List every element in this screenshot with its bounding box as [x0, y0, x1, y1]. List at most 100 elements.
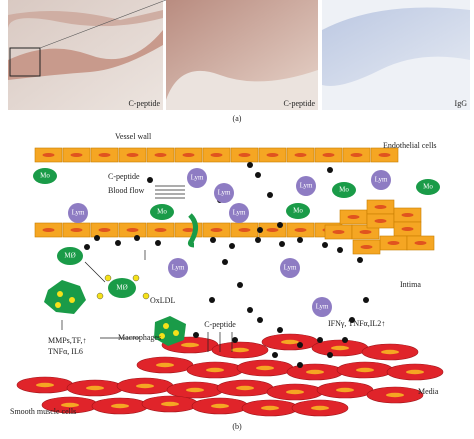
nucleus — [238, 228, 251, 232]
oxldl — [132, 274, 140, 282]
nucleus — [98, 228, 111, 232]
c-peptide-dot — [210, 237, 216, 243]
lymphocyte-label: Lym — [72, 209, 85, 217]
nucleus — [126, 228, 139, 232]
nucleus — [281, 339, 299, 345]
monocyte — [332, 182, 356, 198]
macrophage — [108, 278, 136, 298]
c-peptide-dot — [147, 177, 153, 183]
image-label: C-peptide — [128, 99, 160, 108]
nucleus — [378, 153, 391, 157]
c-peptide-dot — [272, 352, 278, 358]
lymphocyte — [229, 203, 249, 223]
lymphocyte-label: Lym — [191, 174, 204, 182]
nucleus — [36, 382, 54, 388]
c-peptide-dot — [209, 297, 215, 303]
label: Intima — [400, 280, 421, 289]
nucleus — [210, 228, 223, 232]
nucleus — [387, 241, 400, 245]
lymphocyte-label: Lym — [284, 264, 297, 272]
caption: (a) — [233, 114, 242, 123]
oxldl — [104, 274, 112, 282]
monocyte-label: Mo — [157, 208, 167, 216]
lipid — [173, 330, 179, 336]
lymphocyte — [312, 297, 332, 317]
nucleus — [401, 227, 414, 231]
monocyte-label: Mo — [423, 183, 433, 191]
lymphocyte — [187, 168, 207, 188]
label: MMPs,TF,↑ — [48, 336, 86, 345]
nucleus — [266, 153, 279, 157]
oxldl — [142, 292, 150, 300]
diagram: Vessel wall Endothelial cells C-peptide Blo… — [10, 132, 444, 417]
monocyte-label: Mo — [339, 186, 349, 194]
c-peptide-dot — [134, 235, 140, 241]
c-peptide-dot — [247, 307, 253, 313]
nucleus — [182, 153, 195, 157]
c-peptide-dot — [277, 222, 283, 228]
label: Blood flow — [108, 186, 144, 195]
lymphocyte — [371, 170, 391, 190]
label: C-peptide — [108, 172, 140, 181]
c-peptide-dot — [337, 247, 343, 253]
nucleus — [154, 228, 167, 232]
nucleus — [266, 228, 279, 232]
nucleus — [206, 367, 224, 373]
nucleus — [181, 342, 199, 348]
lymphocyte-label: Lym — [375, 176, 388, 184]
c-peptide-dot — [277, 327, 283, 333]
nucleus — [156, 362, 174, 368]
c-peptide-dot — [94, 235, 100, 241]
nucleus — [210, 153, 223, 157]
nucleus — [182, 228, 195, 232]
c-peptide-dot — [193, 332, 199, 338]
nucleus — [236, 385, 254, 391]
c-peptide-dot — [84, 244, 90, 250]
c-peptide-dot — [115, 240, 121, 246]
nucleus — [360, 245, 373, 249]
lipid — [55, 302, 61, 308]
nucleus — [294, 228, 307, 232]
monocyte — [33, 168, 57, 184]
micrograph-1: C-peptide — [8, 0, 167, 110]
c-peptide-dot — [327, 167, 333, 173]
nucleus — [306, 369, 324, 375]
c-peptide-dot — [257, 317, 263, 323]
nucleus — [350, 153, 363, 157]
nucleus — [286, 389, 304, 395]
macrophage-label: MØ — [64, 252, 75, 260]
nucleus — [322, 153, 335, 157]
nucleus — [386, 392, 404, 398]
label: IFNγ, TNFα,IL2↑ — [328, 319, 385, 328]
c-peptide-dot — [317, 337, 323, 343]
c-peptide-dot — [257, 227, 263, 233]
c-peptide-dot — [297, 362, 303, 368]
nucleus — [238, 153, 251, 157]
nucleus — [336, 387, 354, 393]
monocyte-label: Mo — [40, 172, 50, 180]
oxldl — [96, 292, 104, 300]
monocyte — [416, 179, 440, 195]
label: TNFα, IL6 — [48, 347, 83, 356]
lipid — [159, 333, 165, 339]
nucleus — [331, 345, 349, 351]
nucleus — [154, 153, 167, 157]
nucleus — [111, 403, 129, 409]
nucleus — [126, 153, 139, 157]
lipid — [163, 323, 169, 329]
nucleus — [381, 349, 399, 355]
label: Macrophages — [118, 333, 161, 342]
nucleus — [42, 228, 55, 232]
lymphocyte-label: Lym — [218, 189, 231, 197]
label: C-peptide — [204, 320, 236, 329]
c-peptide-dot — [322, 242, 328, 248]
image-label: C-peptide — [283, 99, 315, 108]
label: Vessel wall — [115, 132, 152, 141]
c-peptide-dot — [222, 259, 228, 265]
c-peptide-dot — [267, 192, 273, 198]
nucleus — [256, 365, 274, 371]
nucleus — [332, 230, 345, 234]
c-peptide-dot — [255, 237, 261, 243]
lymphocyte — [68, 203, 88, 223]
